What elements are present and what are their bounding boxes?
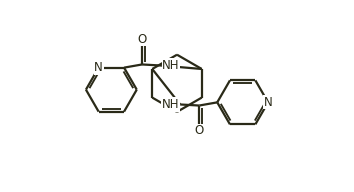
Text: NH: NH bbox=[162, 59, 180, 72]
Text: O: O bbox=[137, 33, 147, 46]
Text: O: O bbox=[195, 124, 204, 137]
Text: N: N bbox=[94, 61, 103, 74]
Text: NH: NH bbox=[162, 98, 179, 111]
Text: N: N bbox=[264, 96, 273, 109]
